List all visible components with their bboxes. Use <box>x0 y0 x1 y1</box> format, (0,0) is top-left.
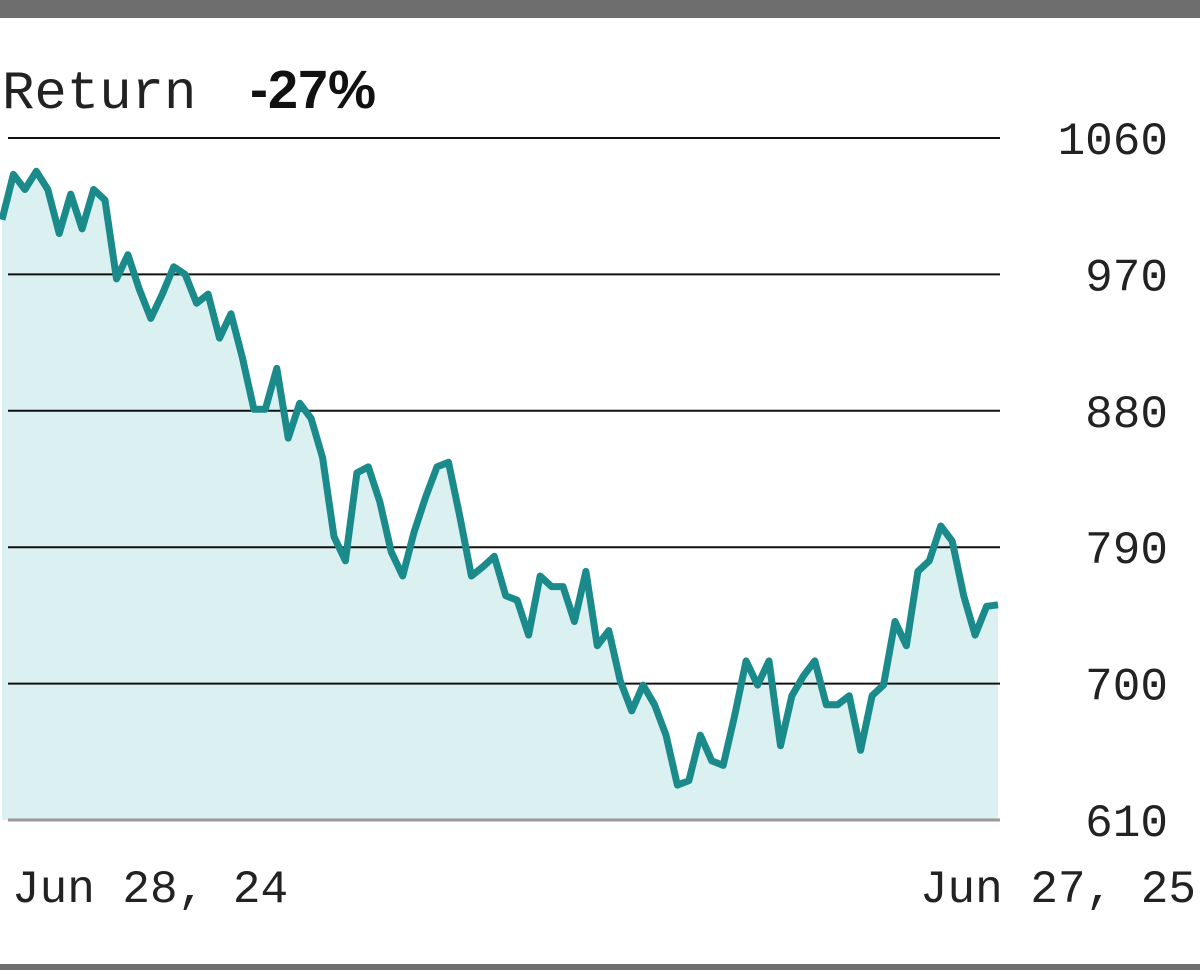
y-tick-label: 970 <box>1085 252 1168 304</box>
return-value: -27% <box>250 60 376 120</box>
y-tick-label: 610 <box>1085 798 1168 850</box>
chart-title: Return <box>2 64 196 125</box>
x-tick-label: Jun 28, 24 <box>12 864 288 916</box>
area <box>2 171 998 821</box>
x-tick-label: Jun 27, 25 <box>920 864 1196 916</box>
y-tick-label: 700 <box>1085 662 1168 714</box>
line <box>0 167 999 789</box>
bottom-bar <box>0 964 1200 970</box>
y-tick-label: 790 <box>1085 525 1168 577</box>
y-tick-label: 1060 <box>1058 116 1168 168</box>
top-bar <box>0 0 1200 18</box>
y-tick-label: 880 <box>1085 389 1168 441</box>
